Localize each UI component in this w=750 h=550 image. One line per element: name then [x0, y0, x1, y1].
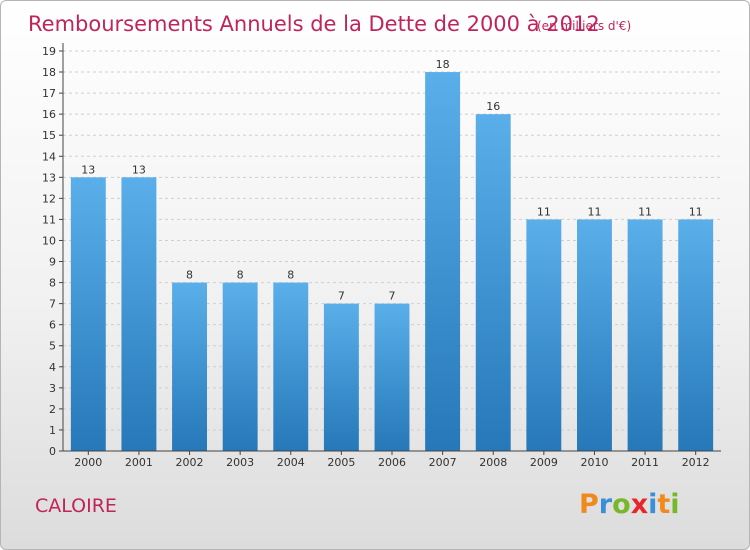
data-label: 7	[389, 290, 396, 303]
data-label: 13	[132, 163, 146, 176]
data-label: 8	[237, 269, 244, 282]
bar	[70, 177, 106, 451]
x-tick-label: 2004	[277, 456, 305, 469]
y-tick-label: 18	[42, 66, 56, 79]
x-tick-label: 2011	[631, 456, 659, 469]
data-label: 16	[486, 100, 500, 113]
x-tick-label: 2007	[429, 456, 457, 469]
y-tick-label: 0	[49, 445, 56, 458]
data-label: 8	[287, 269, 294, 282]
bar	[273, 282, 309, 451]
data-label: 11	[587, 205, 601, 218]
data-label: 11	[638, 205, 652, 218]
x-tick-label: 2008	[479, 456, 507, 469]
x-tick-label: 2012	[682, 456, 710, 469]
bar	[678, 219, 714, 451]
x-tick-label: 2005	[327, 456, 355, 469]
chart-unit: (en milliers d'€)	[537, 19, 631, 33]
y-tick-label: 16	[42, 108, 56, 121]
data-label: 18	[436, 58, 450, 71]
data-label: 7	[338, 290, 345, 303]
bar	[576, 219, 612, 451]
logo-letter: r	[598, 489, 613, 520]
labels: 0123456789101112131415161718191320001320…	[42, 45, 710, 469]
x-tick-label: 2000	[74, 456, 102, 469]
chart-title: Remboursements Annuels de la Dette de 20…	[28, 12, 600, 36]
logo-letter: t	[657, 489, 671, 520]
x-tick-label: 2001	[125, 456, 153, 469]
data-label: 13	[81, 163, 95, 176]
logo-letter: P	[579, 489, 599, 520]
bar	[222, 282, 258, 451]
x-tick-label: 2010	[580, 456, 608, 469]
logo-letter: o	[612, 489, 631, 520]
bar	[323, 303, 359, 451]
y-tick-label: 5	[49, 340, 56, 353]
proxiti-logo: Proxiti	[579, 489, 680, 520]
y-tick-label: 1	[49, 424, 56, 437]
y-tick-label: 4	[49, 361, 56, 374]
bars	[70, 72, 714, 451]
bar	[627, 219, 663, 451]
y-tick-label: 7	[49, 298, 56, 311]
bar	[374, 303, 410, 451]
bar	[172, 282, 208, 451]
x-tick-label: 2002	[176, 456, 204, 469]
bar	[475, 114, 511, 451]
bar	[121, 177, 157, 451]
y-tick-label: 9	[49, 256, 56, 269]
logo-letter: i	[670, 489, 680, 520]
y-tick-label: 19	[42, 45, 56, 58]
bar	[425, 72, 461, 451]
y-tick-label: 11	[42, 213, 56, 226]
y-tick-label: 13	[42, 171, 56, 184]
y-tick-label: 8	[49, 277, 56, 290]
y-tick-label: 6	[49, 319, 56, 332]
y-tick-label: 17	[42, 87, 56, 100]
x-tick-label: 2006	[378, 456, 406, 469]
y-tick-label: 14	[42, 150, 56, 163]
axes	[59, 43, 721, 455]
y-tick-label: 12	[42, 192, 56, 205]
y-tick-label: 3	[49, 382, 56, 395]
logo-letter: x	[630, 489, 649, 520]
y-tick-label: 2	[49, 403, 56, 416]
y-tick-label: 10	[42, 234, 56, 247]
commune-name: CALOIRE	[35, 495, 117, 517]
logo-letter: i	[648, 489, 658, 520]
data-label: 11	[537, 205, 551, 218]
bar	[526, 219, 562, 451]
data-label: 11	[689, 205, 703, 218]
data-label: 8	[186, 269, 193, 282]
x-tick-label: 2003	[226, 456, 254, 469]
x-tick-label: 2009	[530, 456, 558, 469]
y-tick-label: 15	[42, 129, 56, 142]
